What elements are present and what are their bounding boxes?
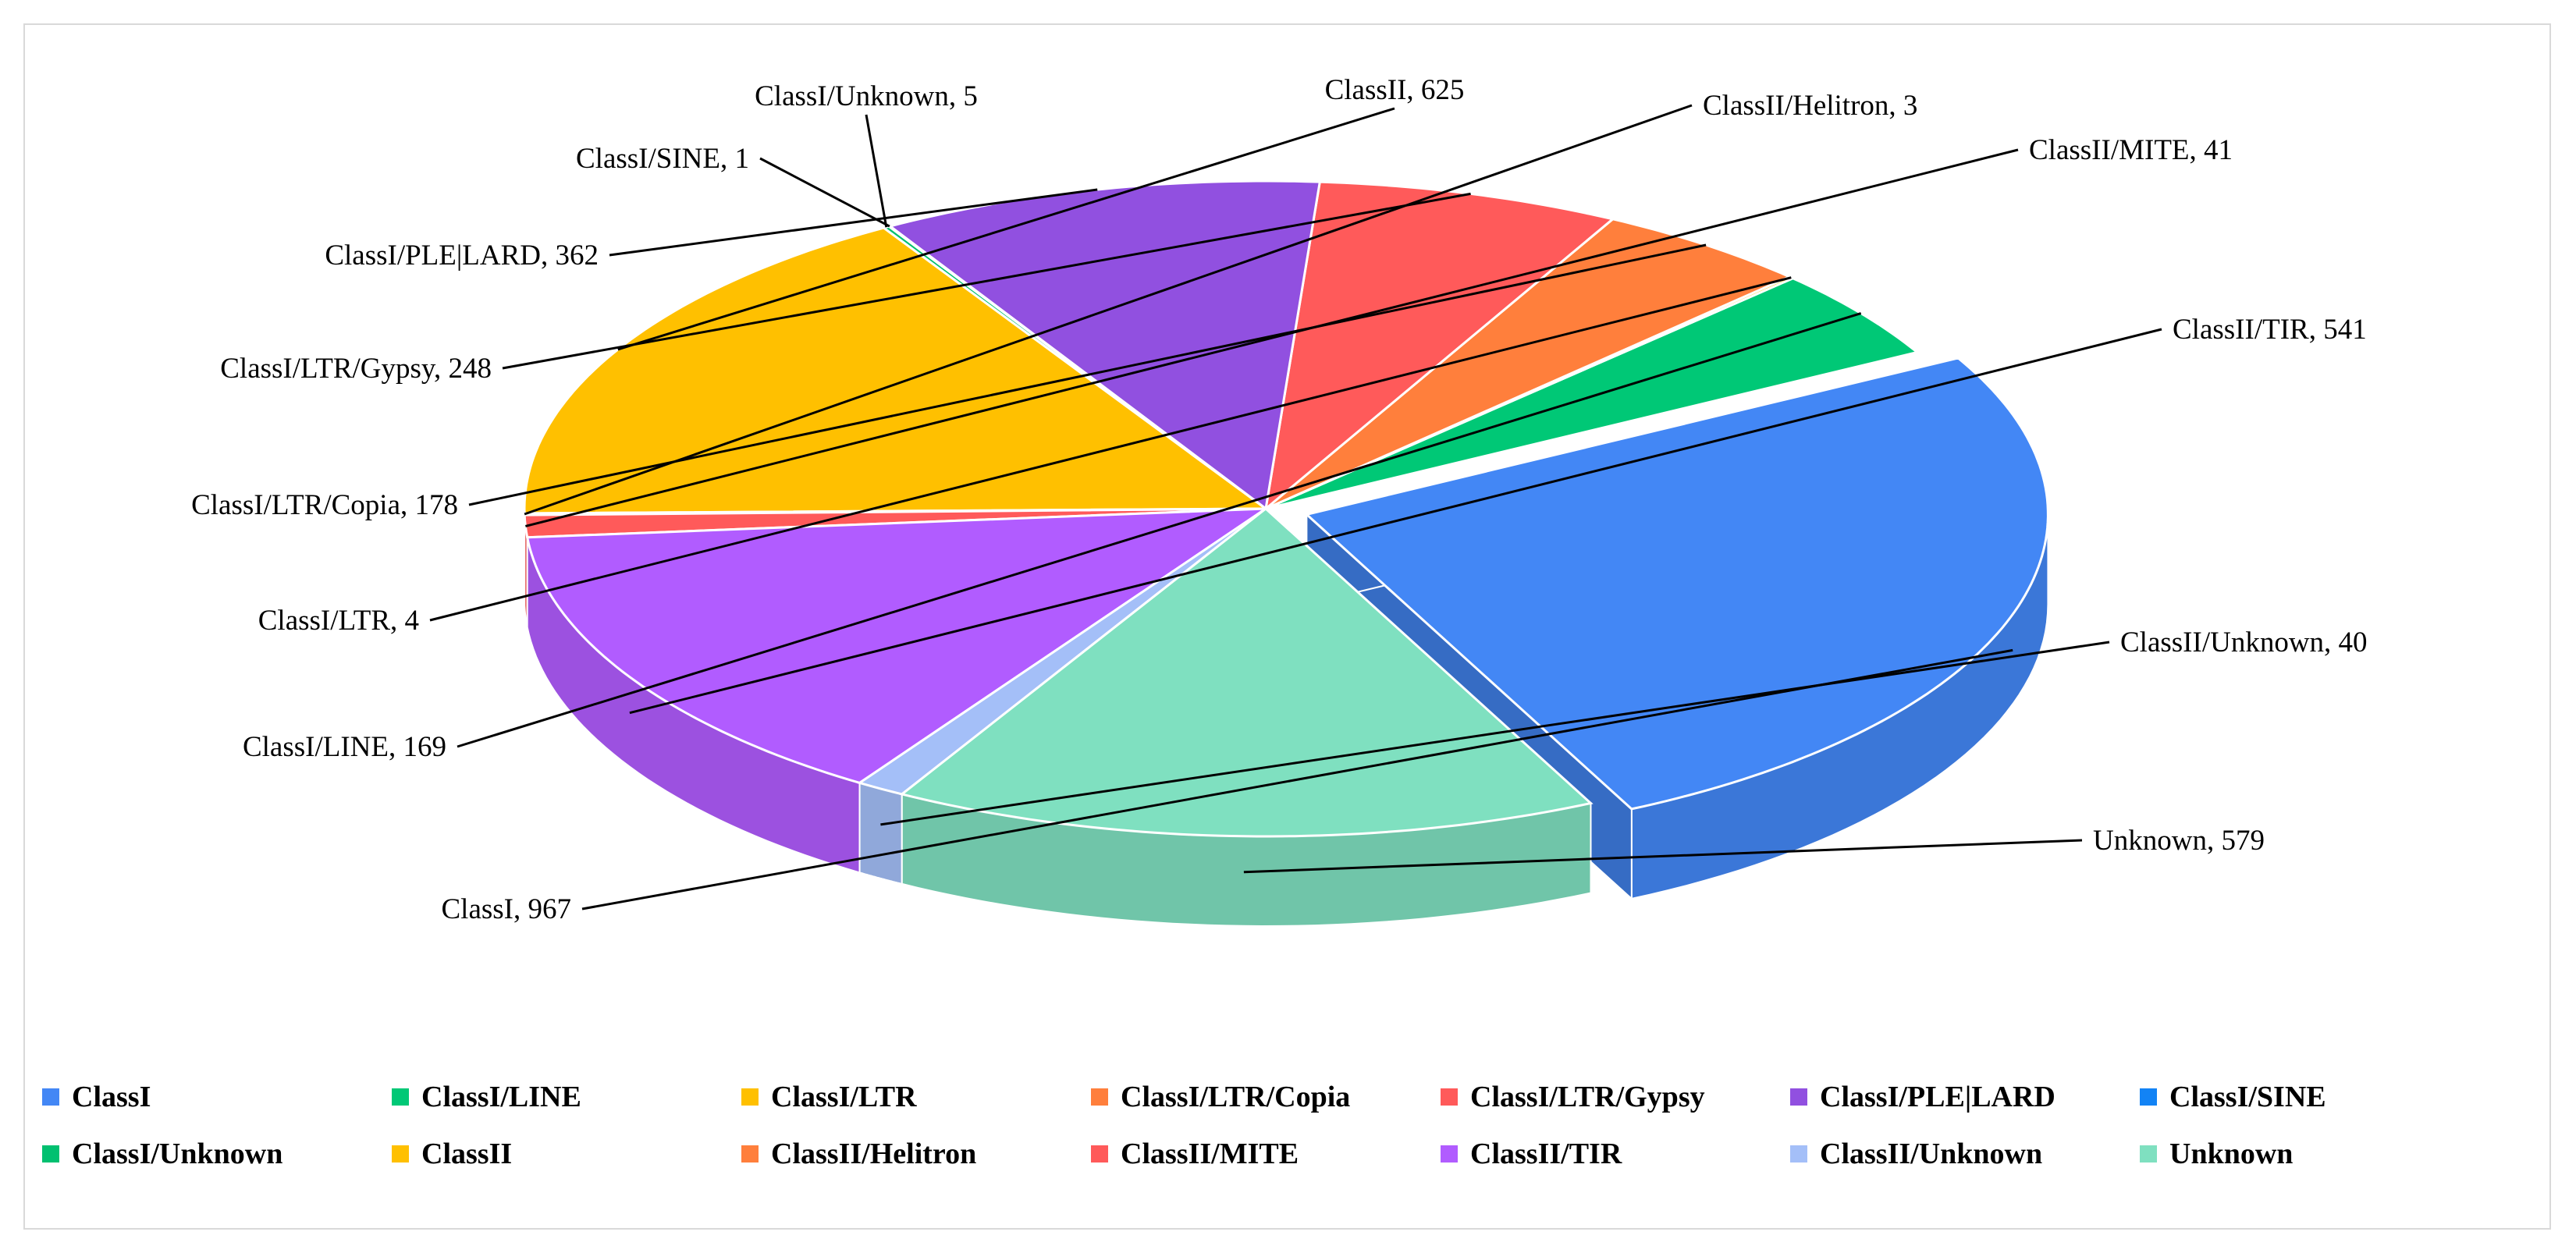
leader-classii-unknown [880,641,2110,826]
legend-swatch [1441,1088,1458,1106]
leader-classi-ltr [429,276,1792,622]
label-classi-sine: ClassI/SINE, 1 [576,143,749,175]
label-classii-tir: ClassII/TIR, 541 [2173,314,2367,346]
legend-item-classii-tir: ClassII/TIR [1441,1138,1622,1170]
legend-label: ClassI/LTR/Gypsy [1470,1081,1705,1113]
legend-item-unknown: Unknown [2140,1138,2293,1170]
legend-swatch [741,1088,759,1106]
pie-chart: ClassI, 967 ClassI/LINE, 169 ClassI/LTR, 4… [42,74,2368,1170]
leader-classii-helitron [524,104,1693,516]
label-classi-line: ClassI/LINE, 169 [243,731,446,763]
legend-label: ClassI/SINE [2169,1081,2326,1113]
legend-item-classii: ClassII [392,1138,512,1170]
pie-tops [523,179,2049,838]
label-classii-unknown: ClassII/Unknown, 40 [2120,626,2368,658]
leader-classi-unknown [865,114,888,228]
leader-classi [581,648,2013,910]
label-classii-mite: ClassII/MITE, 41 [2029,134,2233,166]
label-classi-unknown: ClassI/Unknown, 5 [755,80,978,112]
label-classi: ClassI, 967 [442,893,572,925]
label-classi-ltr-copia: ClassI/LTR/Copia, 178 [191,489,458,521]
legend-label: Unknown [2169,1138,2293,1170]
leader-classi-ltr-gypsy [502,192,1471,370]
legend-label: ClassI/LTR/Copia [1121,1081,1350,1113]
legend-swatch [741,1145,759,1162]
label-classi-ltr: ClassI/LTR, 4 [258,605,419,637]
legend-swatch [1441,1145,1458,1162]
leader-classi-line [457,312,1862,748]
leader-classi-sine [759,157,890,228]
legend-label: ClassII/Unknown [1820,1138,2042,1170]
legend-swatch [1091,1088,1108,1106]
legend-item-classi-line: ClassI/LINE [392,1081,581,1113]
legend-swatch [1790,1088,1807,1106]
legend-item-classi-ltr-gypsy: ClassI/LTR/Gypsy [1441,1081,1705,1113]
legend-item-classi: ClassI [42,1081,151,1113]
slice-labels: ClassI, 967 ClassI/LINE, 169 ClassI/LTR, 4… [191,74,2367,925]
legend-label: ClassII/MITE [1121,1138,1299,1170]
legend-swatch [392,1145,409,1162]
legend: ClassI ClassI/LINE ClassI/LTR ClassI/LTR/Co… [42,1081,2326,1170]
legend-item-classi-ple-lard: ClassI/PLE|LARD [1790,1081,2055,1113]
legend-item-classi-ltr: ClassI/LTR [741,1081,917,1113]
legend-label: ClassI/LINE [421,1081,581,1113]
slice-classi [1304,357,2049,811]
leader-classi-ple-lard [609,188,1098,257]
legend-item-classii-mite: ClassII/MITE [1091,1138,1299,1170]
leader-classii [617,107,1395,351]
legend-swatch [2140,1145,2157,1162]
legend-label: ClassII [421,1138,512,1170]
legend-item-classi-unknown: ClassI/Unknown [42,1138,282,1170]
legend-item-classii-unknown: ClassII/Unknown [1790,1138,2042,1170]
label-classi-ple-lard: ClassI/PLE|LARD, 362 [325,240,599,272]
leader-classii-tir [629,328,2162,715]
legend-label: ClassI/LTR [771,1081,917,1113]
label-classii: ClassII, 625 [1325,74,1465,106]
legend-label: ClassI/PLE|LARD [1820,1081,2055,1113]
legend-swatch [42,1145,59,1162]
legend-label: ClassI [72,1081,151,1113]
legend-item-classi-sine: ClassI/SINE [2140,1081,2326,1113]
legend-label: ClassII/Helitron [771,1138,976,1170]
label-unknown: Unknown, 579 [2093,825,2265,857]
leader-unknown [1243,839,2083,874]
leader-classii-mite [525,148,2019,527]
legend-item-classii-helitron: ClassII/Helitron [741,1138,976,1170]
legend-swatch [1091,1145,1108,1162]
label-classii-helitron: ClassII/Helitron, 3 [1703,90,1917,122]
slice-unknown [899,507,1594,838]
legend-swatch [1790,1145,1807,1162]
legend-label: ClassI/Unknown [72,1138,282,1170]
legend-swatch [2140,1088,2157,1106]
label-classi-ltr-gypsy: ClassI/LTR/Gypsy, 248 [220,353,492,385]
legend-item-classi-ltr-copia: ClassI/LTR/Copia [1091,1081,1350,1113]
legend-swatch [42,1088,59,1106]
side-classii-unknown [858,782,903,886]
chart-frame: ClassI, 967 ClassI/LINE, 169 ClassI/LTR, 4… [23,23,2551,1230]
legend-label: ClassII/TIR [1470,1138,1622,1170]
legend-swatch [392,1088,409,1106]
